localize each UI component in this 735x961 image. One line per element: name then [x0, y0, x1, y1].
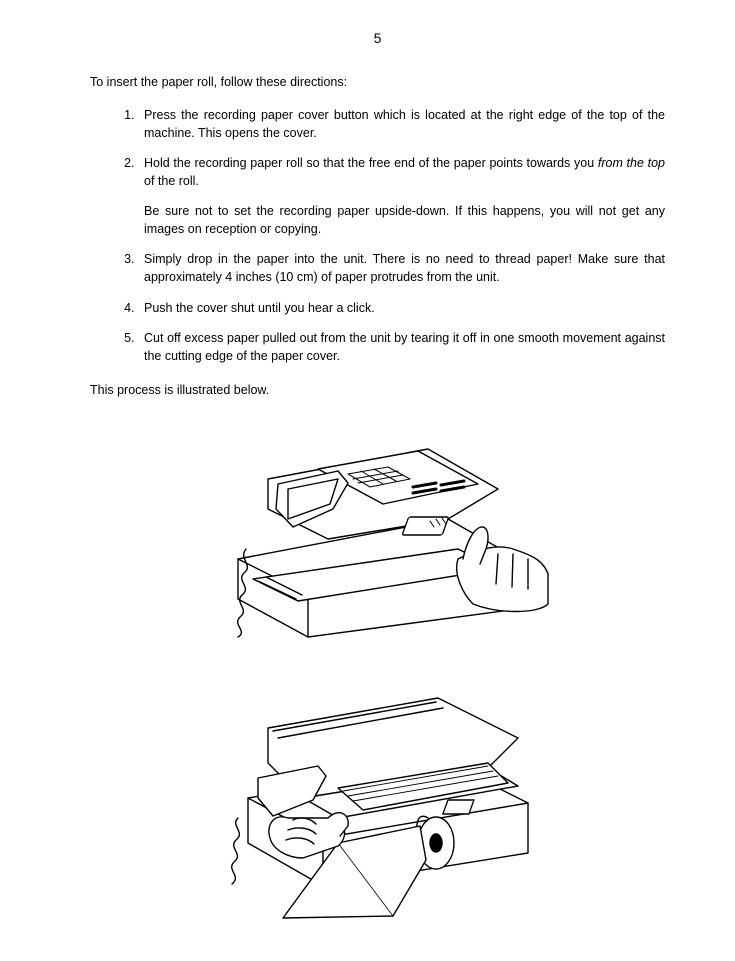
- figure-1: [198, 409, 558, 639]
- step-4: Push the cover shut until you hear a cli…: [138, 299, 665, 317]
- fax-press-button-icon: [198, 409, 558, 639]
- step-2-subtext: Be sure not to set the recording paper u…: [144, 202, 665, 238]
- page: 5 To insert the paper roll, follow these…: [0, 0, 735, 954]
- step-2: Hold the recording paper roll so that th…: [138, 154, 665, 239]
- figure-2: [188, 668, 568, 938]
- step-5-text: Cut off excess paper pulled out from the…: [144, 331, 665, 363]
- step-2-text-c: of the roll.: [144, 174, 199, 188]
- illustrated-text: This process is illustrated below.: [90, 383, 665, 397]
- step-2-text-italic: from the top: [598, 156, 665, 170]
- step-2-text-a: Hold the recording paper roll so that th…: [144, 156, 598, 170]
- step-1-text: Press the recording paper cover button w…: [144, 108, 665, 140]
- steps-list: Press the recording paper cover button w…: [90, 106, 665, 365]
- step-3: Simply drop in the paper into the unit. …: [138, 250, 665, 286]
- intro-text: To insert the paper roll, follow these d…: [90, 74, 665, 92]
- step-3-text: Simply drop in the paper into the unit. …: [144, 252, 665, 284]
- step-4-text: Push the cover shut until you hear a cli…: [144, 301, 375, 315]
- step-1: Press the recording paper cover button w…: [138, 106, 665, 142]
- fax-insert-paper-icon: [188, 668, 568, 938]
- page-number: 5: [90, 30, 665, 46]
- figures-container: [90, 403, 665, 961]
- step-5: Cut off excess paper pulled out from the…: [138, 329, 665, 365]
